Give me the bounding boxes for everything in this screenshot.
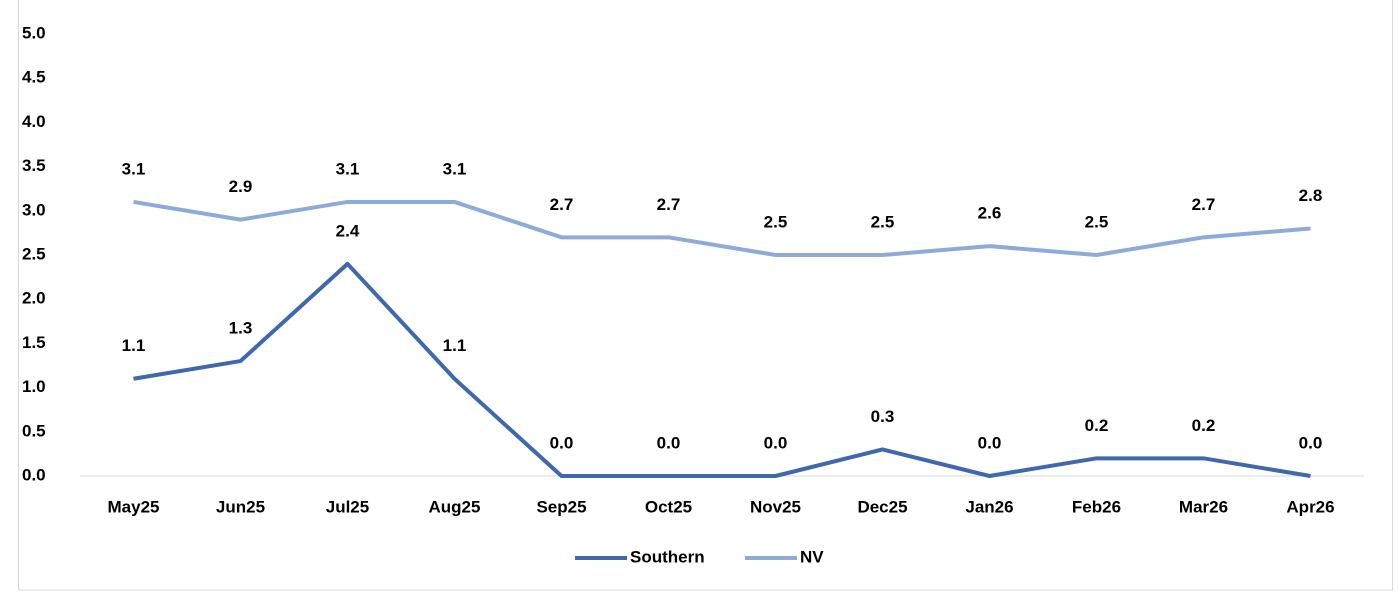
legend-label: Southern xyxy=(630,547,705,566)
x-tick-label: May25 xyxy=(108,497,160,516)
data-label: 2.8 xyxy=(1299,186,1323,205)
data-label: 2.5 xyxy=(764,212,788,231)
x-tick-label: Feb26 xyxy=(1072,497,1121,516)
y-tick-label: 1.0 xyxy=(22,377,46,396)
y-tick-label: 5.0 xyxy=(22,23,46,42)
data-label: 0.2 xyxy=(1085,416,1109,435)
data-label: 3.1 xyxy=(336,159,360,178)
data-label: 2.7 xyxy=(657,195,681,214)
data-label: 0.3 xyxy=(871,407,895,426)
data-label: 0.0 xyxy=(657,433,681,452)
data-label: 2.7 xyxy=(550,195,574,214)
x-tick-label: Aug25 xyxy=(429,497,481,516)
x-tick-label: Dec25 xyxy=(857,497,907,516)
data-label: 1.1 xyxy=(443,336,467,355)
y-tick-label: 2.5 xyxy=(22,244,46,263)
x-tick-label: Jun25 xyxy=(216,497,265,516)
y-tick-label: 3.5 xyxy=(22,156,46,175)
data-label: 2.4 xyxy=(336,221,360,240)
data-label: 1.3 xyxy=(229,319,253,338)
data-label: 0.0 xyxy=(764,433,788,452)
data-label: 2.5 xyxy=(1085,212,1109,231)
data-label: 0.0 xyxy=(1299,433,1323,452)
x-tick-label: Oct25 xyxy=(645,497,692,516)
y-tick-label: 4.0 xyxy=(22,112,46,131)
y-tick-label: 2.0 xyxy=(22,289,46,308)
data-label: 1.1 xyxy=(122,336,146,355)
legend-label: NV xyxy=(800,547,824,566)
data-label: 3.1 xyxy=(122,159,146,178)
data-label: 0.0 xyxy=(978,433,1002,452)
data-label: 2.7 xyxy=(1192,195,1216,214)
y-tick-label: 3.0 xyxy=(22,200,46,219)
x-tick-label: Jul25 xyxy=(326,497,369,516)
series-line xyxy=(133,261,1311,478)
data-label: 2.9 xyxy=(229,177,253,196)
x-tick-label: Jan26 xyxy=(965,497,1013,516)
chart-border xyxy=(18,0,1393,591)
y-tick-label: 4.5 xyxy=(22,68,46,87)
y-tick-label: 0.5 xyxy=(22,421,46,440)
y-tick-label: 1.5 xyxy=(22,333,46,352)
data-label: 2.5 xyxy=(871,212,895,231)
series-line xyxy=(133,199,1311,257)
data-label: 2.6 xyxy=(978,204,1002,223)
x-tick-label: Nov25 xyxy=(750,497,801,516)
data-label: 0.0 xyxy=(550,433,574,452)
x-tick-label: Mar26 xyxy=(1179,497,1228,516)
data-label: 0.2 xyxy=(1192,416,1216,435)
data-label: 3.1 xyxy=(443,159,467,178)
x-tick-label: Apr26 xyxy=(1286,497,1334,516)
y-tick-label: 0.0 xyxy=(22,465,46,484)
x-tick-label: Sep25 xyxy=(536,497,586,516)
